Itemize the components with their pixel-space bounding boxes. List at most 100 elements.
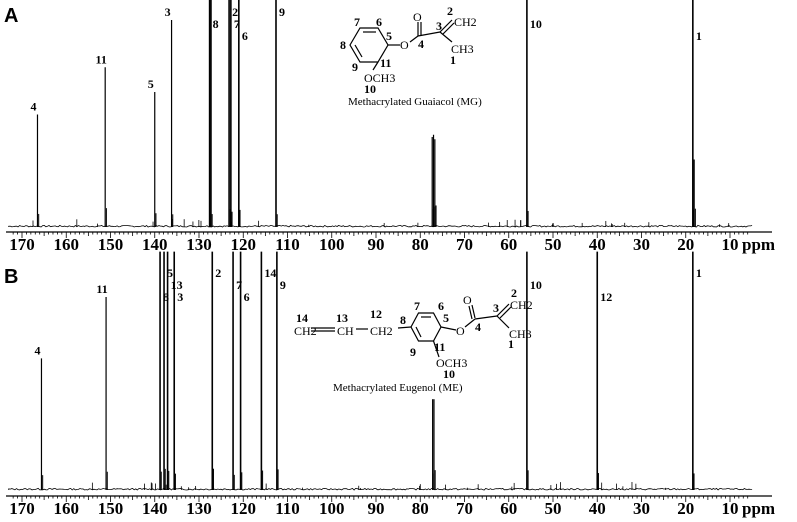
peak-label: 8 — [163, 290, 169, 304]
peak-label: 9 — [279, 5, 285, 19]
x-tick-label: 60 — [500, 235, 517, 254]
peak-label: 8 — [213, 17, 219, 31]
structure-me-labels: 14 13 12 CH2 CH CH2 8 7 6 5 9 11 O 4 O 3… — [294, 286, 533, 394]
x-tick-label: 100 — [319, 235, 345, 254]
panel-label-b: B — [4, 266, 18, 288]
peak-label: 2 — [215, 266, 221, 280]
svg-text:1: 1 — [450, 53, 456, 67]
svg-text:CH2: CH2 — [510, 298, 533, 312]
peak-label: 3 — [165, 5, 171, 19]
peak-label: 14 — [264, 266, 276, 280]
svg-text:3: 3 — [493, 301, 499, 315]
svg-text:CH3: CH3 — [451, 42, 474, 56]
x-tick-label: 140 — [142, 499, 168, 518]
peak-label: 3 — [177, 290, 183, 304]
peak-label: 2 — [232, 5, 238, 19]
svg-text:11: 11 — [434, 340, 445, 354]
x-tick-label: 80 — [412, 499, 429, 518]
svg-text:1: 1 — [508, 337, 514, 351]
svg-text:O: O — [463, 293, 472, 307]
svg-text:OCH3: OCH3 — [436, 356, 467, 370]
svg-text:14: 14 — [296, 311, 308, 325]
peak-label: 6 — [244, 290, 250, 304]
peak-label: 5 — [148, 77, 154, 91]
x-tick-label: 130 — [186, 499, 212, 518]
x-tick-label: 90 — [368, 499, 385, 518]
svg-text:9: 9 — [352, 60, 358, 74]
peak-label: 12 — [600, 290, 612, 304]
svg-text:6: 6 — [438, 299, 444, 313]
x-tick-label: 140 — [142, 235, 168, 254]
x-tick-label: 30 — [633, 235, 650, 254]
svg-text:2: 2 — [447, 4, 453, 18]
x-tick-label: 130 — [186, 235, 212, 254]
x-tick-label: 30 — [633, 499, 650, 518]
structure-mg — [349, 19, 455, 71]
svg-text:CH2: CH2 — [370, 324, 393, 338]
structure-caption-mg: Methacrylated Guaiacol (MG) — [348, 96, 482, 108]
peak-label: 10 — [530, 278, 542, 292]
svg-text:4: 4 — [418, 37, 424, 51]
spectrum-baseline — [8, 487, 753, 491]
svg-text:O: O — [413, 10, 422, 24]
svg-text:CH3: CH3 — [509, 327, 532, 341]
svg-text:CH2: CH2 — [294, 324, 317, 338]
x-tick-label: 10 — [722, 235, 739, 254]
x-tick-label: 100 — [319, 499, 345, 518]
panel-label-a: A — [4, 5, 18, 27]
x-tick-label: 40 — [589, 499, 606, 518]
x-tick-label: 90 — [368, 235, 385, 254]
svg-text:8: 8 — [340, 38, 346, 52]
x-tick-label: 160 — [54, 235, 80, 254]
svg-text:8: 8 — [400, 313, 406, 327]
peak-label: 4 — [34, 343, 40, 357]
svg-text:OCH3: OCH3 — [364, 71, 395, 85]
x-tick-label: 20 — [677, 235, 694, 254]
structure-me — [311, 303, 512, 358]
svg-text:6: 6 — [376, 15, 382, 29]
svg-text:CH: CH — [337, 324, 354, 338]
x-tick-label: 120 — [231, 499, 257, 518]
svg-text:11: 11 — [380, 56, 391, 70]
svg-text:9: 9 — [410, 345, 416, 359]
peak-label: 11 — [96, 52, 107, 66]
svg-text:4: 4 — [475, 320, 481, 334]
x-tick-label: 50 — [545, 235, 562, 254]
svg-text:12: 12 — [370, 307, 382, 321]
x-axis-unit: ppm — [742, 235, 775, 254]
x-tick-label: 20 — [677, 499, 694, 518]
svg-text:5: 5 — [443, 311, 449, 325]
peak-label: 10 — [530, 17, 542, 31]
peak-label: 9 — [280, 278, 286, 292]
x-tick-label: 80 — [412, 235, 429, 254]
peak-label: 6 — [242, 29, 248, 43]
peak-label: 5 — [167, 266, 173, 280]
peak-label: 11 — [96, 282, 107, 296]
x-tick-label: 170 — [9, 499, 35, 518]
x-tick-label: 70 — [456, 499, 473, 518]
x-tick-label: 150 — [98, 499, 124, 518]
svg-text:13: 13 — [336, 311, 348, 325]
peak-label: 7 — [234, 17, 240, 31]
svg-text:10: 10 — [364, 82, 376, 96]
x-tick-label: 170 — [9, 235, 35, 254]
svg-text:2: 2 — [511, 286, 517, 300]
structure-mg-labels: 7 6 8 5 9 11 O 4 O 3 2 CH2 CH3 1 OCH3 10… — [340, 4, 482, 108]
x-tick-label: 10 — [722, 499, 739, 518]
svg-text:O: O — [400, 38, 409, 52]
x-tick-label: 40 — [589, 235, 606, 254]
svg-text:7: 7 — [354, 15, 360, 29]
svg-text:10: 10 — [443, 367, 455, 381]
x-tick-label: 50 — [545, 499, 562, 518]
peak-label: 1 — [696, 29, 702, 43]
x-tick-label: 160 — [54, 499, 80, 518]
x-tick-label: 120 — [231, 235, 257, 254]
svg-text:CH2: CH2 — [454, 15, 477, 29]
structure-caption-me: Methacrylated Eugenol (ME) — [333, 382, 463, 394]
svg-text:5: 5 — [386, 29, 392, 43]
x-tick-label: 60 — [500, 499, 517, 518]
x-tick-label: 110 — [275, 235, 300, 254]
